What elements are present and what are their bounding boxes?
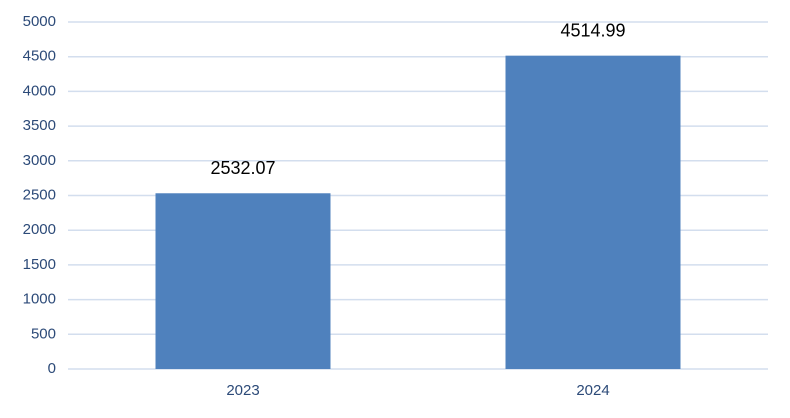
y-tick-label: 4000	[23, 82, 56, 99]
y-tick-label: 2000	[23, 221, 56, 238]
x-tick-label: 2024	[576, 382, 609, 399]
y-tick-label: 2500	[23, 186, 56, 203]
y-tick-label: 3000	[23, 152, 56, 169]
data-label: 2532.07	[210, 158, 275, 178]
y-tick-label: 3500	[23, 117, 56, 134]
y-tick-label: 1500	[23, 256, 56, 273]
y-tick-label: 500	[31, 325, 56, 342]
x-tick-label: 2023	[226, 382, 259, 399]
y-tick-label: 4500	[23, 48, 56, 65]
data-label: 4514.99	[560, 20, 625, 40]
y-tick-label: 5000	[23, 13, 56, 30]
bar	[155, 193, 331, 369]
y-tick-label: 1000	[23, 291, 56, 308]
bar	[505, 55, 681, 369]
y-tick-label: 0	[48, 360, 56, 377]
